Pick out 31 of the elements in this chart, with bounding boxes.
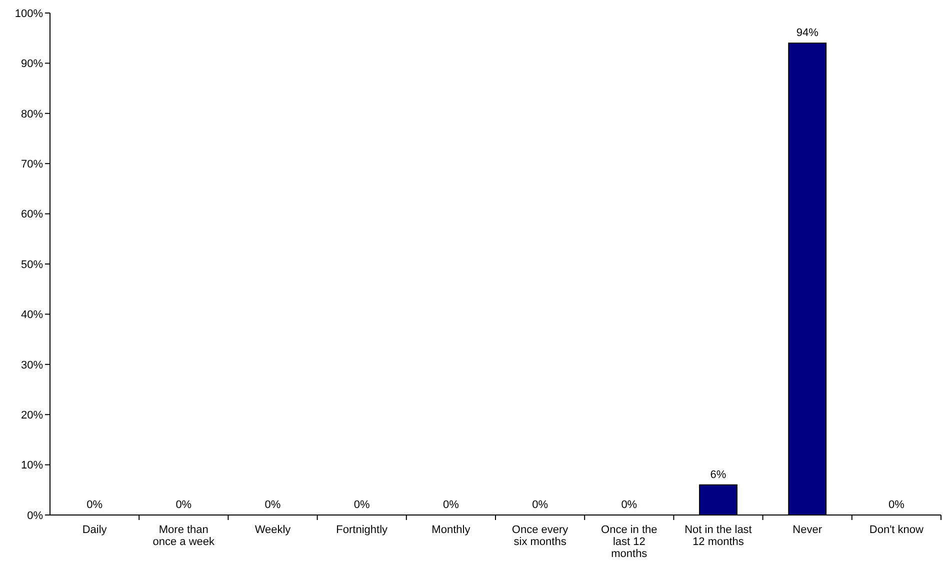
data-label: 94% bbox=[796, 27, 819, 40]
x-tick-label: Weekly bbox=[254, 524, 292, 536]
x-tick-label: Monthly bbox=[432, 524, 471, 536]
data-label: 0% bbox=[86, 499, 103, 511]
x-tick-label: Fortnightly bbox=[336, 524, 388, 536]
y-tick-label: 30% bbox=[20, 359, 44, 372]
x-tick-label: Once every six months bbox=[512, 524, 569, 548]
y-tick-label: 0% bbox=[27, 510, 44, 522]
y-tick-label: 80% bbox=[20, 108, 44, 120]
y-tick-label: 50% bbox=[20, 258, 44, 271]
y-tick-label: 10% bbox=[20, 460, 44, 472]
y-tick-label: 100% bbox=[14, 8, 44, 20]
data-label: 0% bbox=[354, 499, 370, 511]
data-label: 0% bbox=[442, 499, 460, 511]
y-tick-label: 90% bbox=[20, 58, 44, 70]
x-tick-label: Not in the last 12 months bbox=[684, 524, 752, 548]
data-label: 0% bbox=[888, 499, 905, 511]
data-label: 0% bbox=[532, 499, 548, 511]
x-tick-label: Once in the last 12 months bbox=[601, 524, 658, 560]
data-label: 0% bbox=[264, 499, 281, 511]
data-label: 6% bbox=[710, 468, 726, 481]
x-tick-label: More than once a week bbox=[152, 524, 216, 548]
y-tick-label: 60% bbox=[20, 208, 44, 221]
y-tick-label: 70% bbox=[20, 158, 44, 170]
y-tick-label: 20% bbox=[20, 409, 44, 422]
x-tick-label: Never bbox=[792, 524, 822, 536]
x-tick-label: Don't know bbox=[869, 524, 924, 536]
x-tick-label: Daily bbox=[82, 524, 108, 536]
y-tick-label: 40% bbox=[20, 309, 44, 322]
data-label: 0% bbox=[621, 499, 638, 511]
data-label: 0% bbox=[176, 499, 192, 511]
